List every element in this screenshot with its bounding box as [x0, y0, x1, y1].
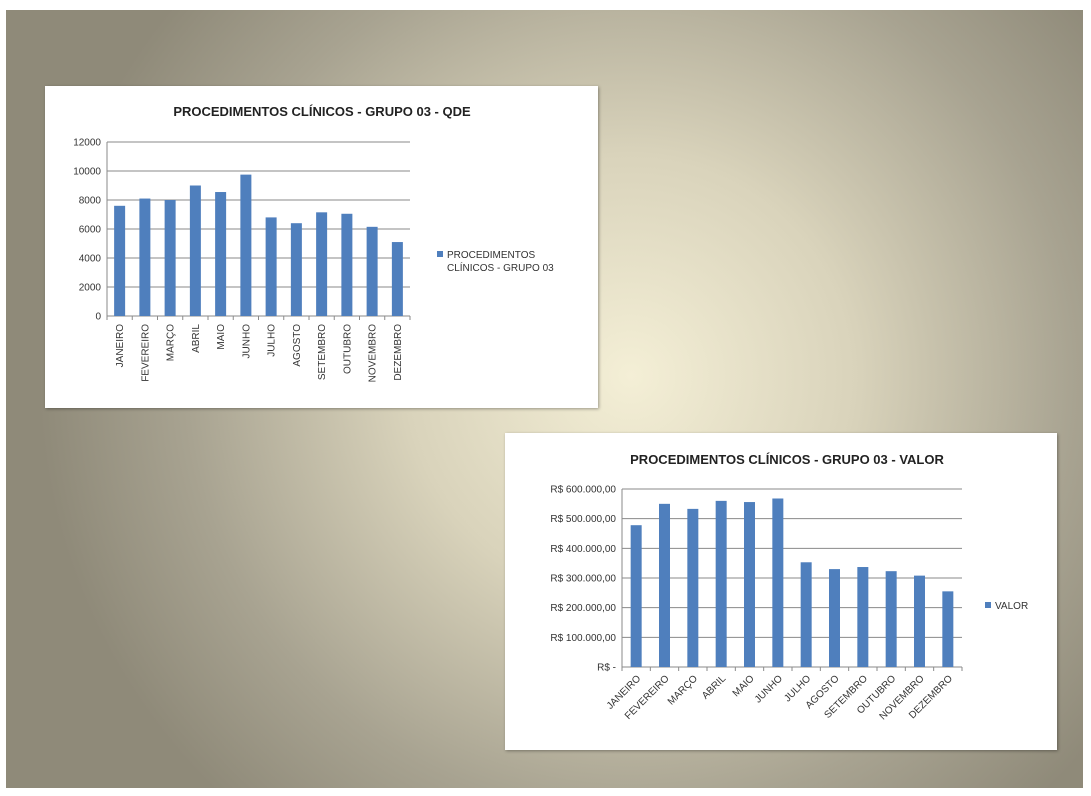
- qde-bar: [290, 223, 302, 316]
- valor-bar: [914, 575, 925, 667]
- valor-y-tick-label: R$ -: [597, 663, 616, 674]
- qde-bar: [341, 213, 353, 316]
- valor-bar: [857, 567, 869, 667]
- qde-bar: [215, 192, 227, 316]
- valor-y-tick-label: R$ 500.000,00: [550, 514, 616, 525]
- valor-bar: [659, 503, 670, 667]
- qde-x-category-label: OUTUBRO: [342, 324, 353, 374]
- qde-y-tick-label: 2000: [79, 283, 102, 294]
- valor-x-category-label: JUNHO: [753, 673, 785, 705]
- qde-bar: [189, 185, 201, 316]
- valor-y-tick-label: R$ 400.000,00: [550, 544, 616, 555]
- qde-bar: [366, 226, 378, 316]
- valor-bar: [942, 591, 954, 667]
- qde-legend-label: CLÍNICOS - GRUPO 03: [447, 261, 554, 274]
- qde-bar: [164, 200, 176, 316]
- chart-panel-valor: PROCEDIMENTOS CLÍNICOS - GRUPO 03 - VALO…: [505, 433, 1057, 750]
- valor-y-tick-label: R$ 300.000,00: [550, 574, 616, 585]
- qde-legend-label: PROCEDIMENTOS: [447, 250, 535, 261]
- qde-x-category-label: ABRIL: [191, 324, 202, 353]
- qde-bar: [114, 205, 126, 316]
- qde-x-category-label: SETEMBRO: [317, 324, 328, 380]
- qde-y-tick-label: 6000: [79, 225, 102, 236]
- qde-x-category-label: DEZEMBRO: [393, 324, 404, 381]
- qde-y-tick-label: 4000: [79, 254, 102, 265]
- valor-y-tick-label: R$ 200.000,00: [550, 603, 616, 614]
- valor-bar: [687, 508, 699, 667]
- valor-bar: [772, 498, 784, 667]
- valor-bar: [744, 502, 755, 667]
- qde-x-category-label: MAIO: [216, 324, 227, 350]
- valor-x-category-label: MARÇO: [666, 673, 700, 707]
- qde-x-category-label: AGOSTO: [292, 324, 303, 367]
- qde-x-category-label: NOVEMBRO: [368, 324, 379, 383]
- qde-y-tick-label: 12000: [73, 138, 101, 149]
- valor-bar: [829, 569, 840, 667]
- valor-bar: [715, 500, 727, 667]
- valor-bar: [885, 571, 897, 667]
- valor-legend-swatch: [985, 602, 991, 608]
- valor-bar: [800, 562, 812, 667]
- qde-y-tick-label: 0: [95, 312, 101, 323]
- qde-x-category-label: MARÇO: [166, 324, 177, 361]
- qde-x-category-label: JUNHO: [241, 324, 252, 359]
- qde-x-category-label: JULHO: [267, 324, 278, 357]
- qde-y-tick-label: 8000: [79, 196, 102, 207]
- valor-x-category-label: MAIO: [731, 673, 757, 699]
- qde-y-tick-label: 10000: [73, 167, 101, 178]
- chart-title-valor: PROCEDIMENTOS CLÍNICOS - GRUPO 03 - VALO…: [630, 452, 944, 467]
- qde-bar: [139, 198, 151, 316]
- valor-y-tick-label: R$ 100.000,00: [550, 633, 616, 644]
- qde-bar: [316, 212, 328, 316]
- valor-bar-chart: PROCEDIMENTOS CLÍNICOS - GRUPO 03 - VALO…: [550, 452, 1028, 722]
- qde-x-category-label: FEVEREIRO: [140, 324, 151, 382]
- qde-bar-chart: PROCEDIMENTOS CLÍNICOS - GRUPO 03 - QDE …: [73, 104, 554, 383]
- qde-legend-swatch: [437, 251, 443, 257]
- valor-bar: [630, 525, 642, 667]
- qde-bar: [265, 217, 277, 316]
- chart-panel-qde: PROCEDIMENTOS CLÍNICOS - GRUPO 03 - QDE …: [45, 86, 598, 408]
- valor-y-tick-label: R$ 600.000,00: [550, 485, 616, 496]
- chart-title-qde: PROCEDIMENTOS CLÍNICOS - GRUPO 03 - QDE: [173, 104, 471, 119]
- valor-x-category-label: ABRIL: [700, 673, 729, 702]
- qde-bar: [391, 242, 403, 316]
- valor-legend-label: VALOR: [995, 601, 1028, 612]
- qde-bar: [240, 174, 252, 316]
- qde-x-category-label: JANEIRO: [115, 324, 126, 368]
